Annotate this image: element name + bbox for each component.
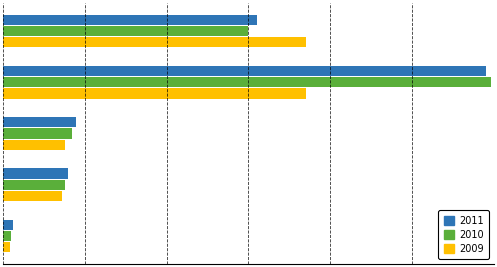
Bar — [3, 231, 11, 241]
Bar — [3, 88, 306, 99]
Bar — [3, 219, 12, 230]
Legend: 2011, 2010, 2009: 2011, 2010, 2009 — [438, 210, 490, 259]
Bar — [3, 191, 62, 201]
Bar — [3, 117, 77, 127]
Bar — [3, 242, 10, 253]
Bar — [3, 77, 491, 87]
Bar — [3, 66, 486, 76]
Bar — [3, 14, 256, 25]
Bar — [3, 140, 65, 150]
Bar — [3, 128, 72, 139]
Bar — [3, 37, 306, 48]
Bar — [3, 180, 65, 190]
Bar — [3, 168, 68, 179]
Bar — [3, 26, 248, 36]
